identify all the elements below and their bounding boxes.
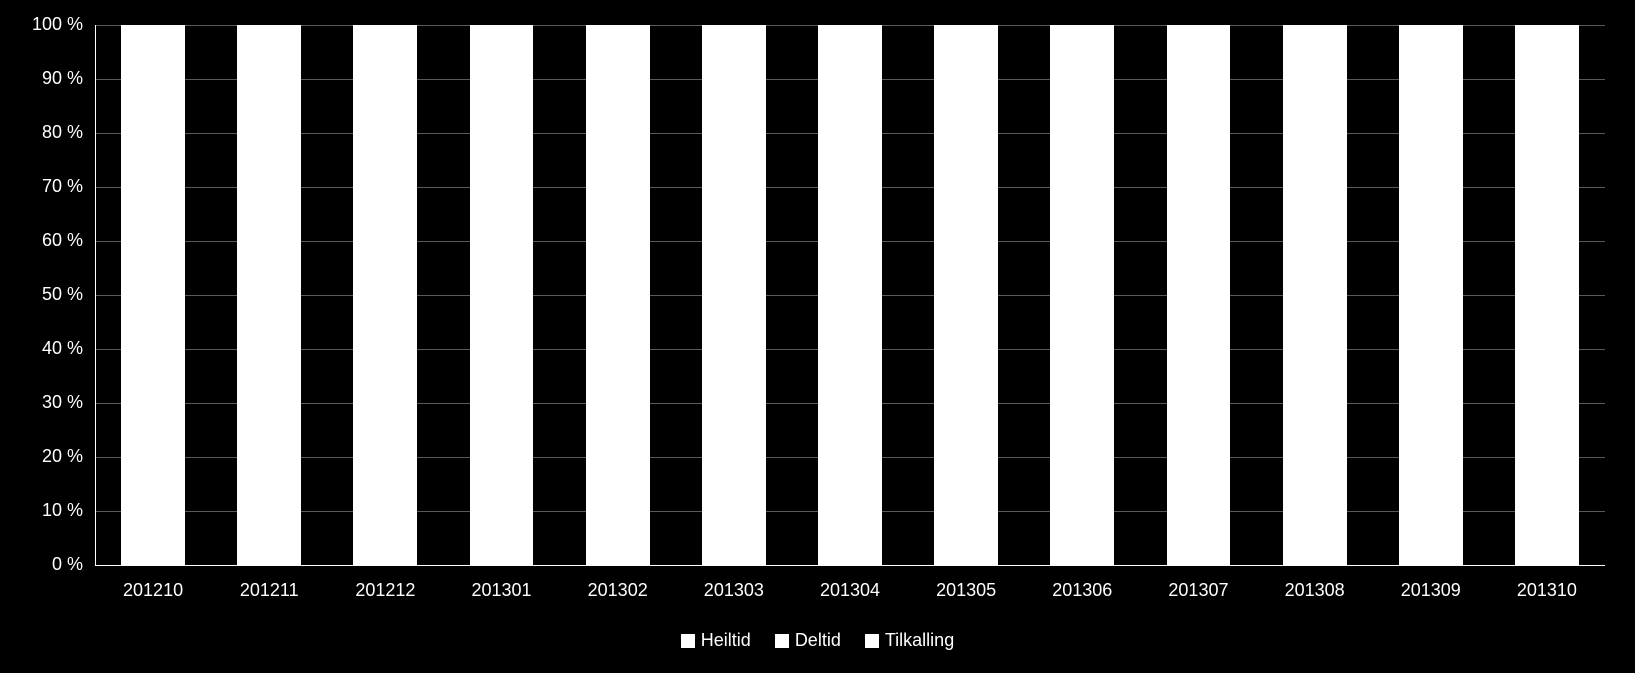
y-tick-label: 20 % bbox=[0, 446, 83, 467]
bar bbox=[1050, 25, 1114, 565]
y-tick-label: 50 % bbox=[0, 284, 83, 305]
bar bbox=[470, 25, 534, 565]
legend-label: Tilkalling bbox=[885, 630, 954, 651]
bar bbox=[1283, 25, 1347, 565]
x-tick-label: 201211 bbox=[240, 580, 299, 601]
y-tick-label: 100 % bbox=[0, 14, 83, 35]
y-tick-label: 40 % bbox=[0, 338, 83, 359]
stacked-bar-chart: 0 % 10 % 20 % 30 % 40 % 50 % 60 % 70 % 80 % 90 % 1… bbox=[0, 0, 1635, 673]
bar bbox=[1515, 25, 1579, 565]
legend-label: Heiltid bbox=[701, 630, 751, 651]
bar bbox=[818, 25, 882, 565]
bar bbox=[353, 25, 417, 565]
x-tick-label: 201304 bbox=[820, 580, 880, 601]
legend-swatch bbox=[775, 634, 789, 648]
legend-swatch bbox=[865, 634, 879, 648]
y-tick-label: 0 % bbox=[0, 554, 83, 575]
x-axis bbox=[95, 565, 1605, 566]
y-tick-label: 70 % bbox=[0, 176, 83, 197]
legend-label: Deltid bbox=[795, 630, 841, 651]
bar bbox=[586, 25, 650, 565]
y-tick-label: 60 % bbox=[0, 230, 83, 251]
bar bbox=[121, 25, 185, 565]
x-tick-label: 201310 bbox=[1517, 580, 1577, 601]
x-tick-label: 201306 bbox=[1052, 580, 1112, 601]
legend-item: Tilkalling bbox=[865, 630, 954, 651]
bar bbox=[1399, 25, 1463, 565]
x-tick-label: 201302 bbox=[588, 580, 648, 601]
x-tick-label: 201305 bbox=[936, 580, 996, 601]
bar bbox=[1167, 25, 1231, 565]
x-tick-label: 201303 bbox=[704, 580, 764, 601]
legend-swatch bbox=[681, 634, 695, 648]
x-tick-label: 201307 bbox=[1168, 580, 1228, 601]
y-tick-label: 80 % bbox=[0, 122, 83, 143]
legend-item: Deltid bbox=[775, 630, 841, 651]
bar bbox=[237, 25, 301, 565]
x-tick-label: 201309 bbox=[1401, 580, 1461, 601]
x-tick-label: 201212 bbox=[355, 580, 415, 601]
x-tick-label: 201301 bbox=[471, 580, 531, 601]
legend: Heiltid Deltid Tilkalling bbox=[0, 630, 1635, 651]
y-tick-label: 90 % bbox=[0, 68, 83, 89]
x-tick-label: 201210 bbox=[123, 580, 183, 601]
x-tick-label: 201308 bbox=[1285, 580, 1345, 601]
y-tick-label: 30 % bbox=[0, 392, 83, 413]
bar bbox=[702, 25, 766, 565]
y-axis bbox=[95, 25, 96, 565]
y-tick-label: 10 % bbox=[0, 500, 83, 521]
bar bbox=[934, 25, 998, 565]
legend-item: Heiltid bbox=[681, 630, 751, 651]
